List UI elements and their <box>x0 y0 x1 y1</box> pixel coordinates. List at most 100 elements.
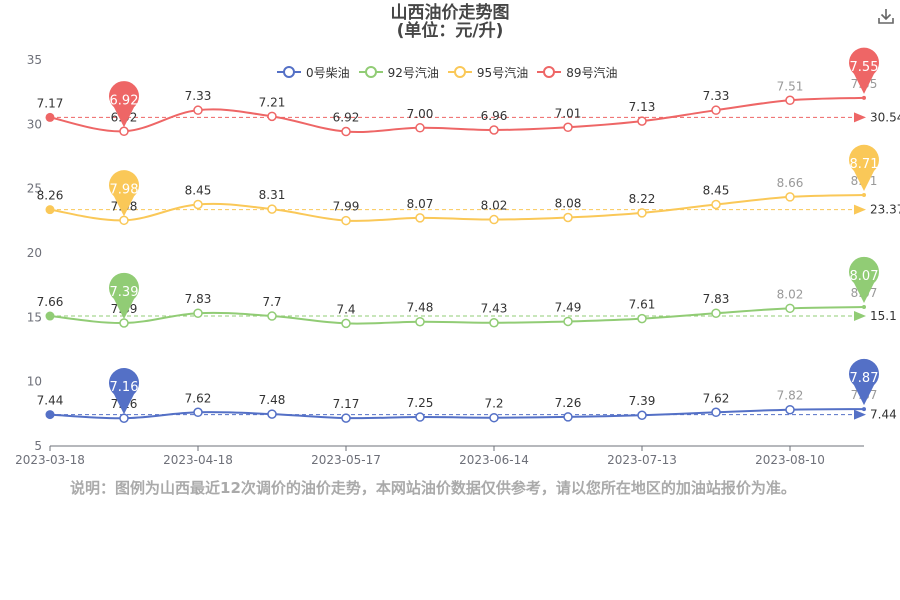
legend-label: 89号汽油 <box>566 65 618 80</box>
legend-item[interactable]: 95号汽油 <box>447 64 528 81</box>
legend-item[interactable]: 89号汽油 <box>536 64 617 81</box>
x-tick-label: 2023-03-18 <box>15 453 85 467</box>
data-point <box>637 116 647 126</box>
y-tick-label: 20 <box>27 246 42 260</box>
data-point <box>711 105 721 115</box>
data-point <box>862 95 866 100</box>
min-marker-pin-shape <box>109 170 139 217</box>
data-label: 8.66 <box>777 176 804 190</box>
y-tick-label: 10 <box>27 375 42 389</box>
data-point <box>489 125 499 135</box>
average-line-arrow <box>854 204 866 215</box>
max-marker-pin-label: 7.55 <box>850 60 879 75</box>
legend-label: 92号汽油 <box>387 65 439 80</box>
legend: 0号柴油 92号汽油 95号汽油 89号汽油 <box>276 63 625 81</box>
data-point <box>785 404 795 415</box>
max-marker-pin-label: 8.07 <box>850 269 879 284</box>
data-point <box>862 305 866 310</box>
data-point <box>563 316 573 327</box>
data-point <box>119 215 129 226</box>
max-marker-pin: 7.55 <box>849 47 880 94</box>
data-point <box>341 318 351 329</box>
data-point <box>563 122 573 133</box>
data-label: 7.83 <box>185 292 212 306</box>
data-point <box>711 407 721 418</box>
legend-line-circle-icon <box>537 66 562 78</box>
min-marker-pin-shape <box>109 272 139 319</box>
data-label: 7.48 <box>259 393 286 407</box>
data-label: 7.49 <box>555 300 582 314</box>
data-point <box>45 311 55 321</box>
min-marker-pin-shape <box>108 81 139 128</box>
average-value-label: 7.44 <box>870 408 897 422</box>
average-value-label: 30.54 <box>870 110 900 124</box>
data-point <box>785 303 795 314</box>
chart-title-line2: (单位：元/升) <box>396 21 504 41</box>
data-label: 7.25 <box>407 396 434 410</box>
max-marker-pin-shape <box>849 47 880 94</box>
data-point <box>341 215 351 226</box>
series-line <box>49 408 865 420</box>
data-point <box>489 412 499 423</box>
data-point <box>119 318 129 328</box>
legend-label: 0号柴油 <box>306 65 350 80</box>
data-point <box>862 192 866 197</box>
min-marker-pin-shape <box>109 368 139 415</box>
data-label: 7.7 <box>262 295 281 309</box>
data-label: 7.4 <box>336 302 355 316</box>
data-point <box>119 126 129 137</box>
data-point <box>267 311 277 321</box>
average-value-label: 15.1 <box>870 309 897 323</box>
max-marker-pin-label: 7.87 <box>850 371 879 386</box>
legend-item[interactable]: 0号柴油 <box>276 64 350 81</box>
data-label: 7.83 <box>703 292 730 306</box>
data-label: 7.62 <box>185 391 212 405</box>
legend-label: 95号汽油 <box>476 65 529 80</box>
data-label: 8.45 <box>703 183 730 197</box>
legend-line-circle-icon <box>277 66 301 78</box>
data-label: 7.33 <box>703 89 730 103</box>
data-point <box>489 214 499 225</box>
data-label: 7.00 <box>407 107 434 121</box>
data-point <box>415 123 425 133</box>
average-line-arrow <box>854 311 866 322</box>
legend-item[interactable]: 92号汽油 <box>358 64 439 81</box>
data-point <box>415 213 425 223</box>
download-icon[interactable] <box>876 6 896 26</box>
data-point <box>637 410 647 420</box>
y-tick-label: 30 <box>27 117 42 131</box>
x-tick-label: 2023-04-18 <box>163 453 233 467</box>
max-marker-pin-shape <box>849 144 880 191</box>
data-point <box>637 313 647 324</box>
data-label: 8.22 <box>629 192 656 206</box>
data-label: 8.08 <box>555 196 582 210</box>
data-label: 6.92 <box>333 111 360 125</box>
data-label: 8.02 <box>777 287 804 301</box>
data-label: 7.99 <box>333 200 360 214</box>
data-label: 7.33 <box>185 89 212 103</box>
series-line <box>49 96 865 133</box>
data-point <box>193 407 203 418</box>
series-line <box>49 193 865 222</box>
series-line <box>49 306 865 325</box>
data-label: 8.02 <box>481 199 508 213</box>
max-marker-pin: 8.71 <box>849 144 880 191</box>
data-point <box>563 212 573 223</box>
min-marker-pin-label: 7.16 <box>110 380 139 395</box>
chart-title-line1: 山西油价走势图 <box>390 3 510 23</box>
data-point <box>711 308 721 318</box>
min-marker-pin: 6.92 <box>108 81 139 128</box>
max-marker-pin-shape <box>849 256 880 304</box>
average-value-label: 23.37 <box>870 203 900 217</box>
chart-title: 山西油价走势图 (单位：元/升) <box>0 4 900 40</box>
data-point <box>563 412 573 422</box>
data-point <box>415 412 425 422</box>
y-tick-label: 5 <box>34 439 42 453</box>
data-point <box>415 316 425 327</box>
data-label: 7.61 <box>629 298 656 312</box>
data-label: 7.17 <box>37 96 64 110</box>
data-point <box>489 317 499 328</box>
data-label: 8.31 <box>259 188 286 202</box>
data-label: 7.17 <box>333 397 360 411</box>
